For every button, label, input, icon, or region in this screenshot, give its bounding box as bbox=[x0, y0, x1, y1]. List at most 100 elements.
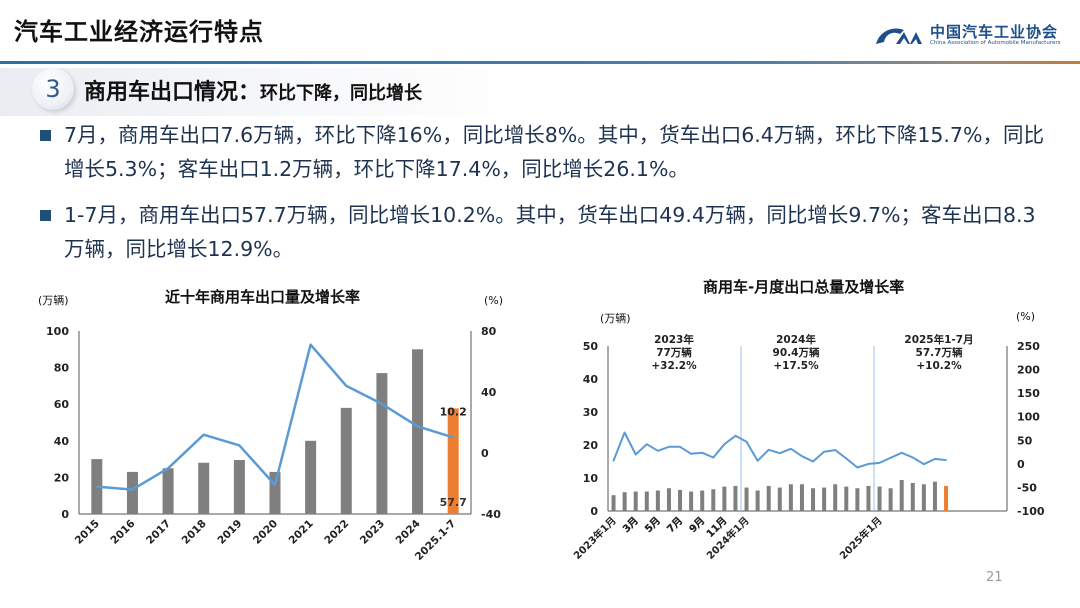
period-annotation: 2023年 bbox=[654, 333, 694, 346]
logo-text-cn: 中国汽车工业协会 bbox=[930, 23, 1059, 41]
y-tick-label: 80 bbox=[54, 362, 70, 375]
growth-rate-point bbox=[834, 449, 837, 451]
growth-rate-point bbox=[867, 463, 870, 465]
y2-tick-label: -50 bbox=[1017, 481, 1037, 494]
bullet-item: 1-7月，商用车出口57.7万辆，同比增长10.2%。其中，货车出口49.4万辆… bbox=[40, 198, 1050, 266]
bar bbox=[822, 487, 827, 511]
growth-rate-point bbox=[889, 457, 892, 459]
bar bbox=[622, 492, 627, 511]
growth-rate-point bbox=[274, 484, 276, 486]
period-annotation: 57.7万辆 bbox=[916, 346, 963, 359]
growth-rate-point bbox=[911, 456, 914, 459]
bar bbox=[921, 484, 926, 511]
growth-rate-point bbox=[131, 488, 134, 491]
period-annotation: +10.2% bbox=[916, 360, 962, 372]
growth-rate-point bbox=[723, 443, 726, 445]
bullet-item: 7月，商用车出口7.6万辆，环比下降16%，同比增长8%。其中，货车出口6.4万… bbox=[40, 118, 1050, 186]
bar bbox=[412, 349, 424, 514]
bar bbox=[340, 407, 352, 514]
growth-rate-point bbox=[801, 455, 803, 457]
section-heading-main: 商用车出口情况： bbox=[84, 80, 261, 105]
x-tick-label: 2023年1月 bbox=[571, 514, 619, 562]
bar bbox=[788, 484, 793, 511]
bullet-square-icon bbox=[40, 210, 51, 221]
growth-rate-point bbox=[701, 452, 704, 454]
growth-rate-point bbox=[416, 425, 419, 428]
growth-rate-point bbox=[778, 452, 781, 454]
chart-title-annual: 近十年商用车出口量及增长率 bbox=[165, 288, 361, 306]
growth-rate-point bbox=[238, 444, 241, 447]
growth-rate-point bbox=[645, 443, 648, 445]
bar bbox=[733, 485, 738, 511]
bar bbox=[233, 460, 245, 514]
bar bbox=[755, 490, 760, 511]
period-annotation: 90.4万辆 bbox=[773, 346, 820, 359]
y-tick-label: 40 bbox=[583, 373, 599, 386]
y2-tick-label: -100 bbox=[1017, 505, 1045, 518]
x-tick-label: 7月 bbox=[665, 515, 685, 535]
period-annotation: +32.2% bbox=[651, 360, 697, 372]
growth-rate-point bbox=[96, 485, 98, 488]
y2-tick-label: 0 bbox=[1017, 458, 1025, 471]
chart-title-monthly: 商用车-月度出口总量及增长率 bbox=[703, 278, 905, 296]
y-tick-label: 0 bbox=[61, 508, 69, 521]
page-title: 汽车工业经济运行特点 bbox=[14, 18, 264, 46]
bar bbox=[633, 491, 638, 511]
y-tick-label: 30 bbox=[583, 406, 599, 419]
growth-rate-point bbox=[634, 453, 637, 456]
bullet-text: 7月，商用车出口7.6万辆，环比下降16%，同比增长8%。其中，货车出口6.4万… bbox=[64, 123, 1044, 181]
growth-rate-point bbox=[945, 459, 947, 461]
y2-tick-label: 80 bbox=[481, 325, 497, 338]
y-axis-unit-monthly: (万辆) bbox=[600, 312, 631, 325]
growth-rate-point bbox=[856, 466, 859, 469]
logo-text-en: China Association of Automobile Manufact… bbox=[930, 40, 1061, 46]
period-annotation: +17.5% bbox=[773, 360, 819, 372]
bar bbox=[744, 487, 749, 511]
bar bbox=[376, 373, 388, 514]
growth-rate-line bbox=[612, 431, 947, 469]
bar bbox=[711, 489, 716, 511]
period-annotation: 2025年1-7月 bbox=[904, 333, 973, 346]
growth-rate-point bbox=[823, 451, 825, 453]
growth-rate-point bbox=[756, 460, 759, 462]
bar bbox=[722, 486, 727, 511]
bar-data-label: 57.7 bbox=[440, 496, 467, 509]
x-tick-label: 2025年1月 bbox=[837, 514, 885, 562]
bar bbox=[162, 468, 174, 514]
bar bbox=[611, 495, 616, 511]
bar bbox=[910, 482, 915, 511]
bar bbox=[899, 479, 904, 511]
growth-rate-point bbox=[668, 446, 670, 448]
period-annotation: 2024年 bbox=[776, 333, 816, 346]
bar-highlight bbox=[944, 485, 949, 511]
bar bbox=[866, 485, 871, 511]
growth-rate-point bbox=[679, 446, 681, 448]
growth-rate-point bbox=[690, 453, 692, 455]
bar bbox=[833, 484, 838, 511]
page-number: 21 bbox=[986, 570, 1003, 585]
growth-rate-point bbox=[900, 452, 903, 454]
growth-rate-point bbox=[934, 458, 936, 460]
header-divider bbox=[0, 61, 1080, 64]
period-annotation: 77万辆 bbox=[656, 346, 692, 359]
bar bbox=[198, 462, 210, 514]
x-tick-label: 3月 bbox=[620, 515, 640, 535]
y-tick-label: 40 bbox=[54, 435, 70, 448]
growth-rate-point bbox=[745, 440, 748, 443]
section-banner bbox=[0, 68, 540, 116]
y2-tick-label: 50 bbox=[1017, 434, 1033, 447]
growth-rate-point bbox=[452, 436, 454, 439]
bullet-square-icon bbox=[40, 130, 51, 141]
bar bbox=[655, 490, 660, 511]
bar bbox=[666, 488, 671, 511]
y-tick-label: 20 bbox=[583, 439, 599, 452]
bar bbox=[126, 471, 138, 514]
y2-tick-label: 250 bbox=[1017, 340, 1040, 353]
growth-rate-point bbox=[845, 457, 848, 460]
x-tick-label: 5月 bbox=[643, 515, 663, 535]
bar bbox=[855, 488, 860, 511]
bar bbox=[811, 488, 816, 511]
growth-rate-point bbox=[923, 463, 925, 465]
section-heading: 商用车出口情况：环比下降，同比增长 bbox=[84, 74, 422, 106]
